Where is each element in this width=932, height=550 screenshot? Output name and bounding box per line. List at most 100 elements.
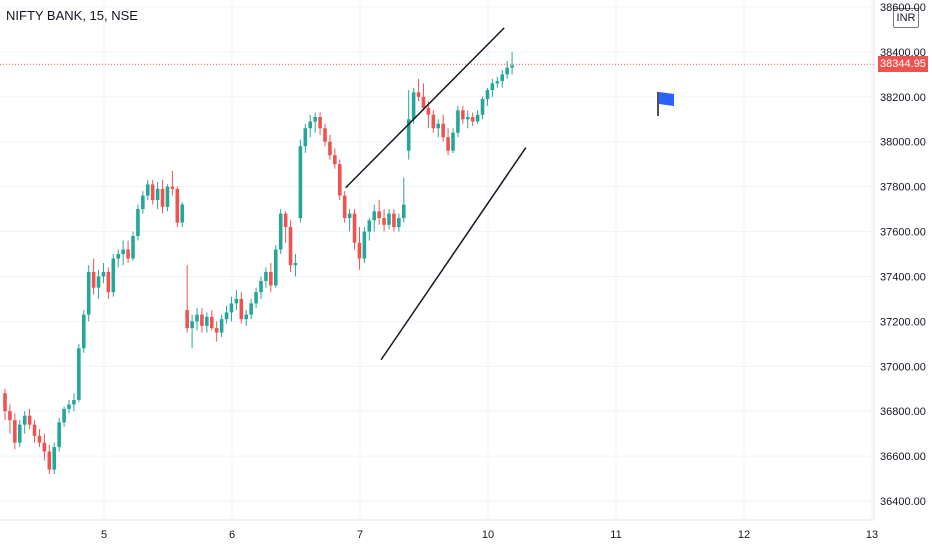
price-tick-label: 38400.00 <box>880 47 926 59</box>
candle <box>401 177 406 223</box>
candle <box>362 227 367 263</box>
candle <box>234 289 239 311</box>
candle <box>431 110 436 133</box>
candle <box>17 420 22 448</box>
candle <box>411 87 416 124</box>
candle <box>8 404 12 434</box>
trendlines[interactable] <box>345 27 527 361</box>
candle <box>145 179 150 201</box>
candle <box>367 218 372 241</box>
time-axis[interactable]: 5 6 7 10 11 12 13 <box>101 529 878 541</box>
candle <box>308 114 313 138</box>
time-tick-label: 6 <box>229 529 235 541</box>
candle <box>47 444 52 475</box>
candle <box>273 245 278 288</box>
grid <box>0 0 874 520</box>
candle <box>185 265 189 333</box>
price-tick-label: 36600.00 <box>880 451 926 463</box>
candle <box>465 110 470 129</box>
candle <box>475 110 480 124</box>
candle <box>229 296 234 322</box>
candle <box>451 128 455 153</box>
price-tick-label: 37200.00 <box>880 316 926 328</box>
candle <box>249 298 253 320</box>
price-tick-label: 38600.00 <box>880 2 926 14</box>
candle <box>505 60 509 79</box>
candle <box>337 159 342 201</box>
candle <box>155 182 160 210</box>
candle <box>283 211 288 243</box>
flag-icon[interactable] <box>657 92 674 116</box>
candle <box>397 213 401 232</box>
candle <box>195 307 199 331</box>
candle <box>42 433 47 461</box>
candle <box>150 179 155 205</box>
candle <box>205 312 209 333</box>
candle <box>480 96 485 120</box>
candle <box>214 321 219 342</box>
candle <box>446 128 450 156</box>
candle <box>209 310 214 331</box>
candle <box>426 101 431 129</box>
candle <box>160 179 165 214</box>
candle <box>67 399 71 414</box>
candle <box>254 287 258 308</box>
candle <box>239 292 244 324</box>
candle <box>96 269 101 299</box>
candle <box>318 112 322 135</box>
candle <box>57 417 61 452</box>
price-tick-label: 37600.00 <box>880 227 926 239</box>
candle <box>219 314 224 338</box>
candle <box>456 105 460 138</box>
price-tick-label: 37800.00 <box>880 182 926 194</box>
candle <box>180 202 185 228</box>
candle <box>323 123 327 147</box>
candle <box>86 265 91 322</box>
candle <box>111 254 116 297</box>
candle <box>259 276 263 299</box>
candle <box>136 204 140 241</box>
candle <box>13 413 17 450</box>
candle <box>244 310 249 326</box>
candle <box>141 191 145 214</box>
candle <box>377 200 381 225</box>
candles <box>3 51 514 475</box>
lower-trendline <box>380 147 527 361</box>
candle <box>436 119 441 138</box>
candle <box>392 209 396 232</box>
candle <box>382 209 386 232</box>
candle <box>27 408 32 430</box>
candle <box>126 240 130 263</box>
candle <box>106 267 111 299</box>
candle <box>224 305 229 324</box>
candle <box>72 393 76 412</box>
price-tick-label: 36800.00 <box>880 406 926 418</box>
price-tick-label: 36400.00 <box>880 496 926 508</box>
candle <box>500 69 505 88</box>
candle <box>485 87 490 106</box>
candle <box>131 231 135 261</box>
candle <box>416 78 421 102</box>
chart-title: NIFTY BANK, 15, NSE <box>6 8 138 23</box>
price-axis[interactable]: 36400.00 36600.00 36800.00 37000.00 37200.00… <box>880 2 926 508</box>
candle <box>510 51 514 75</box>
price-tick-label: 37400.00 <box>880 271 926 283</box>
candle <box>165 184 170 212</box>
candle <box>121 240 125 266</box>
candle <box>52 442 57 475</box>
candle <box>495 76 500 88</box>
candle <box>77 343 81 403</box>
candle <box>116 249 121 268</box>
candle <box>101 262 106 284</box>
candle <box>387 209 391 230</box>
candle <box>490 78 495 97</box>
price-tick-label: 37000.00 <box>880 361 926 373</box>
currency-badge[interactable]: INR <box>893 8 919 28</box>
candle <box>175 186 180 228</box>
time-tick-label: 12 <box>738 529 750 541</box>
candle <box>313 112 317 133</box>
candle <box>441 114 445 142</box>
candle <box>372 204 377 232</box>
candle <box>288 220 293 272</box>
